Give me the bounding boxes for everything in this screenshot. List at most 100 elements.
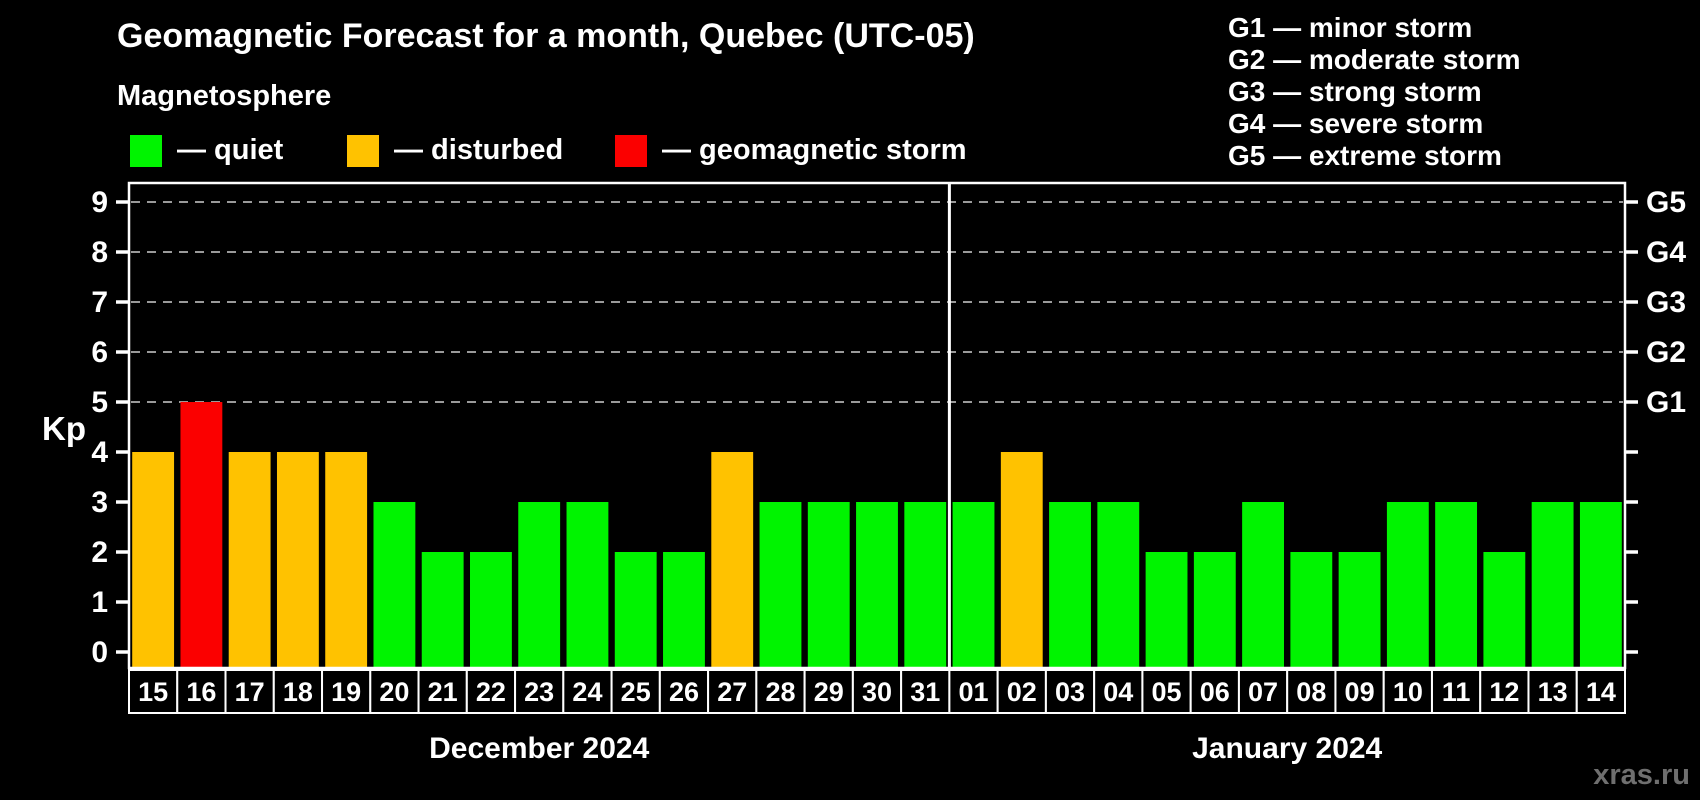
kp-bar-19 [325,452,368,668]
date-label-06: 06 [1200,677,1230,707]
date-cell-29 [803,669,854,714]
kp-bar-01 [952,502,995,668]
storm-scale-g1: G1 — minor storm [1228,12,1473,43]
date-label-05: 05 [1152,677,1182,707]
date-label-25: 25 [621,677,651,707]
date-label-26: 26 [669,677,699,707]
date-cell-26 [658,669,710,714]
date-cell-24 [562,669,613,714]
kp-bar-05 [1145,552,1188,668]
date-cell-28 [755,669,806,714]
date-cell-25 [610,669,661,714]
storm-scale-g5: G5 — extreme storm [1228,140,1502,171]
date-cell-16 [176,669,227,714]
date-cell-01 [948,669,999,714]
month-label-1: January 2024 [1192,732,1382,765]
y-tick-label-5: 5 [91,386,108,419]
date-label-03: 03 [1055,677,1085,707]
month-label-0: December 2024 [429,732,649,765]
kp-bar-14 [1579,502,1622,668]
kp-bar-16 [180,402,223,668]
kp-bar-18 [276,452,319,668]
kp-bar-29 [807,502,850,668]
kp-bar-15 [132,452,175,668]
y-tick-label-7: 7 [91,286,108,319]
kp-bar-30 [856,502,898,668]
kp-bar-21 [421,552,464,668]
date-cell-14 [1575,669,1627,714]
kp-bar-31 [904,502,947,668]
kp-bar-28 [759,502,802,668]
date-cell-22 [465,669,517,714]
date-cell-15 [128,669,179,714]
date-label-10: 10 [1393,677,1423,707]
y-tick-label-2: 2 [91,536,108,569]
y-tick-label-8: 8 [91,236,108,269]
date-label-31: 31 [910,677,940,707]
kp-bar-13 [1531,502,1574,668]
date-cell-08 [1286,669,1337,714]
date-label-04: 04 [1103,677,1133,707]
kp-bar-11 [1435,502,1478,668]
date-cell-21 [417,669,468,714]
date-label-18: 18 [283,677,313,707]
date-label-13: 13 [1538,677,1568,707]
date-cell-12 [1479,669,1530,714]
date-cell-17 [224,669,275,714]
date-cell-06 [1189,669,1240,714]
date-label-20: 20 [379,677,409,707]
plot-frame [127,181,1627,670]
legend-label-disturbed: — disturbed [394,134,564,166]
legend-item-storm: — geomagnetic storm [615,134,967,167]
kp-bar-26 [663,552,705,668]
magnetosphere-label: Magnetosphere [117,80,332,112]
kp-bar-17 [228,452,271,668]
storm-scale-g4: G4 — severe storm [1228,108,1484,139]
date-label-14: 14 [1586,677,1616,707]
disturbed-color-swatch [347,134,379,167]
date-label-09: 09 [1345,677,1375,707]
kp-bar-10 [1386,502,1429,668]
date-cell-13 [1527,669,1578,714]
date-label-30: 30 [862,677,892,707]
kp-bar-12 [1483,552,1526,668]
date-label-02: 02 [1007,677,1037,707]
date-cell-11 [1430,669,1482,714]
legend-label-storm: — geomagnetic storm [662,134,967,166]
page-title: Geomagnetic Forecast for a month, Quebec… [117,17,975,55]
y-tick-label-6: 6 [91,336,108,369]
storm-scale-g2: G2 — moderate storm [1228,44,1521,75]
kp-bar-04 [1097,502,1140,668]
date-cell-07 [1237,669,1289,714]
kp-bar-08 [1290,552,1333,668]
date-label-22: 22 [476,677,506,707]
y-tick-label-9: 9 [91,186,108,219]
y-tick-label-4: 4 [91,436,108,469]
date-cell-10 [1382,669,1433,714]
date-label-28: 28 [765,677,795,707]
kp-bar-20 [373,502,416,668]
date-label-27: 27 [717,677,747,707]
date-label-16: 16 [186,677,216,707]
right-axis-label-g5: G5 [1646,186,1686,219]
kp-bar-25 [614,552,657,668]
date-cell-02 [996,669,1047,714]
right-axis-label-g3: G3 [1646,286,1686,319]
right-axis-label-g2: G2 [1646,336,1686,369]
date-label-19: 19 [331,677,361,707]
date-label-07: 07 [1248,677,1278,707]
storm-scale-g3: G3 — strong storm [1228,76,1482,107]
date-cell-19 [321,669,372,714]
kp-bar-07 [1242,502,1284,668]
watermark: xras.ru [1593,759,1690,791]
right-axis-label-g1: G1 [1646,386,1686,419]
legend-item-quiet: — quiet [130,134,283,167]
y-tick-label-0: 0 [91,636,108,669]
date-label-11: 11 [1442,677,1471,707]
legend-label-quiet: — quiet [177,134,284,166]
date-cell-31 [900,669,951,714]
kp-bar-24 [566,502,609,668]
y-tick-label-1: 1 [91,586,108,619]
